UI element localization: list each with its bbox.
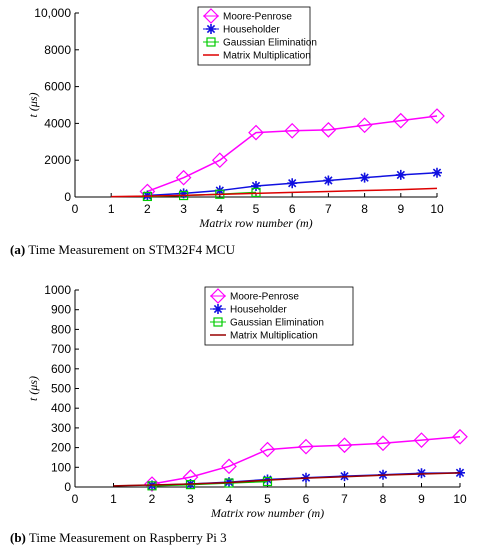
data-point — [429, 108, 445, 124]
series-line-3 — [113, 472, 461, 487]
x-axis-label: Matrix row number (m) — [210, 506, 324, 520]
x-tick-label: 6 — [303, 492, 310, 506]
x-tick-label: 4 — [226, 492, 233, 506]
y-tick-label: 800 — [51, 322, 71, 336]
y-tick-label: 4000 — [44, 116, 71, 130]
y-axis-label: t (μs) — [26, 92, 40, 117]
x-tick-label: 10 — [453, 492, 467, 506]
y-tick-label: 2000 — [44, 153, 71, 167]
legend-marker — [206, 37, 216, 47]
legend-label: Matrix Multiplication — [230, 331, 318, 342]
data-point — [320, 121, 337, 138]
y-tick-label: 100 — [51, 460, 71, 474]
x-tick-label: 3 — [180, 202, 187, 216]
y-tick-label: 700 — [51, 342, 71, 356]
x-tick-label: 4 — [216, 202, 223, 216]
legend-marker — [206, 24, 216, 34]
x-tick-label: 6 — [289, 202, 296, 216]
y-tick-label: 900 — [51, 303, 71, 317]
x-tick-label: 8 — [361, 202, 368, 216]
x-tick-label: 5 — [264, 492, 271, 506]
x-tick-label: 8 — [380, 492, 387, 506]
legend-label: Householder — [230, 305, 287, 316]
x-tick-label: 1 — [110, 492, 117, 506]
data-point — [251, 180, 261, 191]
data-point — [221, 458, 237, 475]
series-line-0 — [151, 436, 461, 485]
x-tick-label: 7 — [341, 492, 348, 506]
x-tick-label: 0 — [72, 202, 79, 216]
caption-b-text: Time Measurement on Raspberry Pi 3 — [28, 530, 227, 545]
x-tick-label: 0 — [72, 492, 79, 506]
data-point — [413, 432, 430, 448]
series-line-0 — [147, 115, 438, 193]
x-tick-label: 2 — [149, 492, 156, 506]
chart-raspberry-pi: 0 1 2 3 4 5 6 7 8 9 100100200300400500600700800900… — [26, 283, 468, 520]
data-point — [211, 152, 228, 169]
x-tick-label: 1 — [108, 202, 115, 216]
x-tick-label: 9 — [418, 492, 425, 506]
legend-marker — [213, 317, 223, 327]
data-point — [375, 435, 391, 452]
y-tick-label: 6000 — [44, 80, 71, 94]
data-point — [262, 476, 273, 487]
x-axis-label: Matrix row number (m) — [198, 216, 312, 230]
data-point — [248, 124, 264, 141]
y-tick-label: 1000 — [44, 283, 71, 297]
caption-b: (b) Time Measurement on Raspberry Pi 3 — [10, 530, 227, 546]
y-tick-label: 600 — [51, 362, 71, 376]
legend-label: Moore-Penrose — [230, 292, 299, 303]
y-tick-label: 8000 — [44, 43, 71, 57]
y-tick-label: 300 — [51, 421, 71, 435]
legend-box — [204, 286, 354, 346]
data-point — [359, 172, 370, 183]
data-point — [251, 187, 261, 197]
data-point — [144, 476, 160, 492]
data-point — [395, 169, 406, 180]
data-point — [356, 117, 373, 134]
y-tick-label: 200 — [51, 441, 71, 455]
caption-a: (a) Time Measurement on STM32F4 MCU — [10, 242, 235, 258]
y-tick-label: 500 — [51, 382, 71, 396]
chart-stm32f4: 0 1 2 3 4 5 6 7 8 9 10 0 2000 4000 6000 8000 10,000 Matri… — [26, 6, 445, 230]
data-point — [175, 169, 192, 186]
series-line-3 — [111, 187, 438, 198]
data-point — [416, 468, 427, 479]
data-point — [392, 112, 409, 129]
caption-a-text: Time Measurement on STM32F4 MCU — [28, 242, 235, 257]
legend-label: Moore-Penrose — [223, 12, 292, 23]
data-point — [432, 167, 442, 178]
y-tick-label: 0 — [64, 190, 71, 204]
x-tick-label: 7 — [325, 202, 332, 216]
x-tick-label: 9 — [397, 202, 404, 216]
legend-label: Gaussian Elimination — [230, 318, 324, 329]
y-tick-label: 10,000 — [34, 6, 71, 20]
data-point — [336, 437, 353, 454]
x-tick-label: 3 — [187, 492, 194, 506]
legend-label: Householder — [223, 25, 280, 36]
y-axis-label: t (μs) — [26, 376, 40, 401]
legend-marker — [210, 288, 226, 304]
data-point — [323, 175, 334, 186]
legend-marker — [213, 304, 223, 314]
y-tick-label: 400 — [51, 401, 71, 415]
legend-marker — [203, 8, 219, 24]
data-point — [259, 441, 276, 458]
x-tick-label: 2 — [144, 202, 151, 216]
legend-label: Gaussian Elimination — [223, 38, 317, 49]
caption-a-label: (a) — [10, 242, 26, 257]
data-point — [178, 188, 189, 199]
data-point — [287, 178, 298, 189]
y-tick-label: 0 — [64, 480, 71, 494]
legend-label: Matrix Multiplication — [223, 51, 311, 62]
data-point — [298, 438, 314, 455]
x-tick-label: 5 — [253, 202, 260, 216]
caption-b-label: (b) — [10, 530, 26, 545]
data-point — [452, 428, 468, 445]
data-point — [284, 122, 301, 139]
x-tick-label: 10 — [430, 202, 444, 216]
